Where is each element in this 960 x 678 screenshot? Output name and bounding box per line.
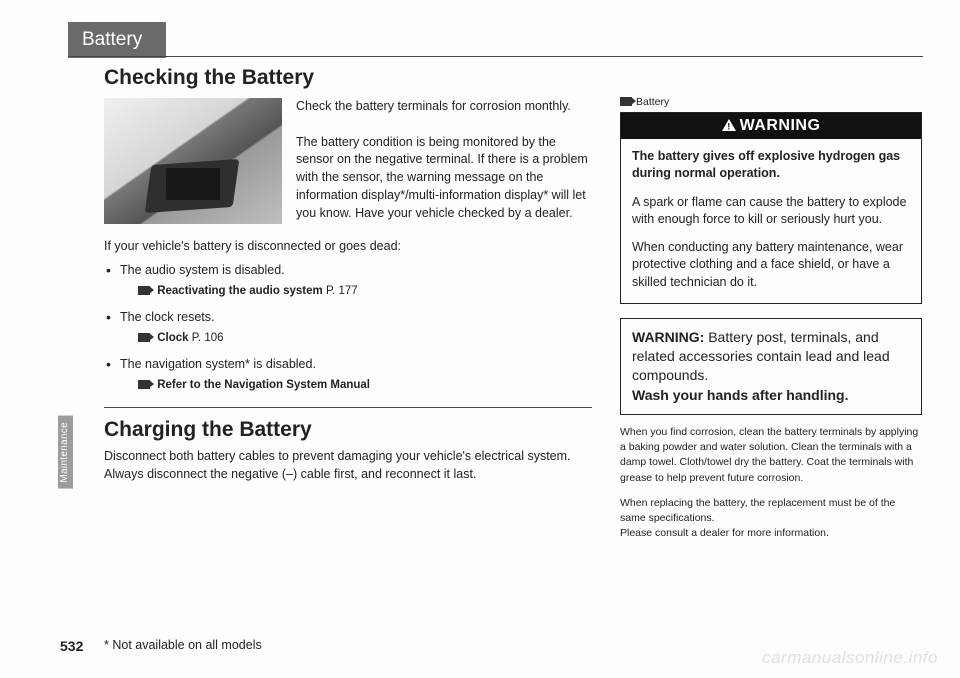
- warning-p2: A spark or flame can cause the battery t…: [632, 194, 910, 229]
- list-item: The audio system is disabled. Reactivati…: [104, 262, 592, 299]
- footnote: * Not available on all models: [104, 638, 262, 652]
- intro-p2: The battery condition is being monitored…: [296, 134, 592, 223]
- bullet-list: The audio system is disabled. Reactivati…: [104, 262, 592, 393]
- xref: Clock P. 106: [120, 330, 592, 346]
- chapter-header: Battery: [68, 22, 166, 58]
- warning-body: The battery gives off explosive hydrogen…: [621, 139, 921, 303]
- xref-icon: [138, 380, 150, 389]
- replacement-note: When replacing the battery, the replacem…: [620, 496, 922, 542]
- header-rule: [68, 56, 923, 57]
- xref-page: P. 177: [326, 285, 358, 297]
- warning-header: ! WARNING: [621, 113, 921, 139]
- xref-icon: [138, 286, 150, 295]
- aside-xref: Battery: [620, 96, 922, 108]
- xref-text: Battery: [636, 96, 669, 108]
- svg-text:!: !: [727, 122, 731, 132]
- aside-column: Battery ! WARNING The battery gives off …: [620, 96, 922, 542]
- dead-intro: If your vehicle's battery is disconnecte…: [104, 238, 592, 256]
- xref: Refer to the Navigation System Manual: [120, 377, 592, 393]
- xref-icon: [620, 97, 632, 106]
- xref-label: Clock: [157, 332, 188, 344]
- xref-label: Refer to the Navigation System Manual: [157, 379, 370, 391]
- list-item: The navigation system* is disabled. Refe…: [104, 356, 592, 393]
- manual-page: Battery Maintenance Checking the Battery…: [0, 0, 960, 678]
- warning-label: WARNING: [740, 117, 821, 134]
- page-number: 532: [60, 638, 83, 654]
- figure-row: Check the battery terminals for corrosio…: [104, 98, 592, 224]
- main-column: Checking the Battery Check the battery t…: [104, 66, 592, 483]
- legal-body2: Wash your hands after handling.: [632, 387, 849, 403]
- intro-text: Check the battery terminals for corrosio…: [296, 98, 592, 224]
- legal-warning-box: WARNING: Battery post, terminals, and re…: [620, 318, 922, 415]
- section-tab: Maintenance: [58, 416, 73, 489]
- legal-label: WARNING:: [632, 329, 704, 345]
- checking-title: Checking the Battery: [104, 66, 592, 90]
- warning-p1: The battery gives off explosive hydrogen…: [632, 148, 910, 183]
- list-item: The clock resets. Clock P. 106: [104, 309, 592, 346]
- warning-p3: When conducting any battery maintenance,…: [632, 239, 910, 291]
- bullet-text: The audio system is disabled.: [120, 263, 285, 277]
- battery-photo: [104, 98, 282, 224]
- corrosion-note: When you find corrosion, clean the batte…: [620, 425, 922, 486]
- watermark: carmanualsonline.info: [762, 648, 938, 668]
- warning-box: ! WARNING The battery gives off explosiv…: [620, 112, 922, 304]
- xref-page: P. 106: [192, 332, 224, 344]
- bullet-text: The clock resets.: [120, 310, 214, 324]
- warning-icon: !: [722, 119, 736, 131]
- xref-label: Reactivating the audio system: [157, 285, 323, 297]
- charging-body: Disconnect both battery cables to preven…: [104, 448, 592, 484]
- charging-title: Charging the Battery: [104, 407, 592, 442]
- intro-p1: Check the battery terminals for corrosio…: [296, 98, 592, 116]
- xref-icon: [138, 333, 150, 342]
- bullet-text: The navigation system* is disabled.: [120, 357, 316, 371]
- xref: Reactivating the audio system P. 177: [120, 283, 592, 299]
